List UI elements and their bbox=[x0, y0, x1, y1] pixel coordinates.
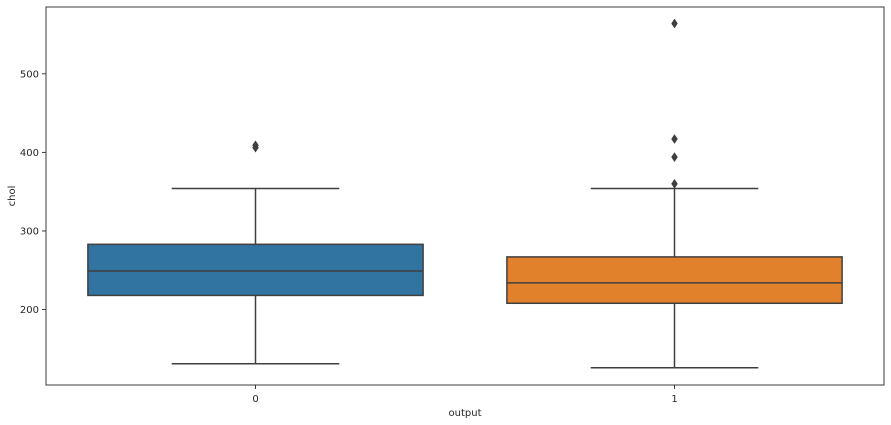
boxes-group bbox=[87, 18, 843, 369]
y-axis-label: chol bbox=[7, 186, 18, 207]
outlier-point bbox=[671, 178, 678, 189]
iqr-box bbox=[87, 243, 424, 297]
box-group-0 bbox=[87, 140, 424, 365]
x-axis-label: output bbox=[449, 408, 482, 419]
y-tick-label: 200 bbox=[20, 305, 39, 316]
y-tick-label: 400 bbox=[20, 148, 39, 159]
box-group-1 bbox=[506, 18, 843, 369]
outlier-point bbox=[252, 140, 259, 151]
x-tick-label: 0 bbox=[252, 394, 258, 405]
y-tick-label: 500 bbox=[20, 69, 39, 80]
y-tick-label: 300 bbox=[20, 226, 39, 237]
outlier-point bbox=[671, 134, 678, 144]
iqr-box bbox=[506, 256, 843, 305]
outlier-point bbox=[671, 152, 678, 163]
plot-area-frame bbox=[45, 6, 885, 386]
x-tick-label: 1 bbox=[671, 394, 677, 405]
y-axis: 200 300 400 500 bbox=[20, 69, 46, 316]
outlier-point bbox=[671, 18, 678, 29]
